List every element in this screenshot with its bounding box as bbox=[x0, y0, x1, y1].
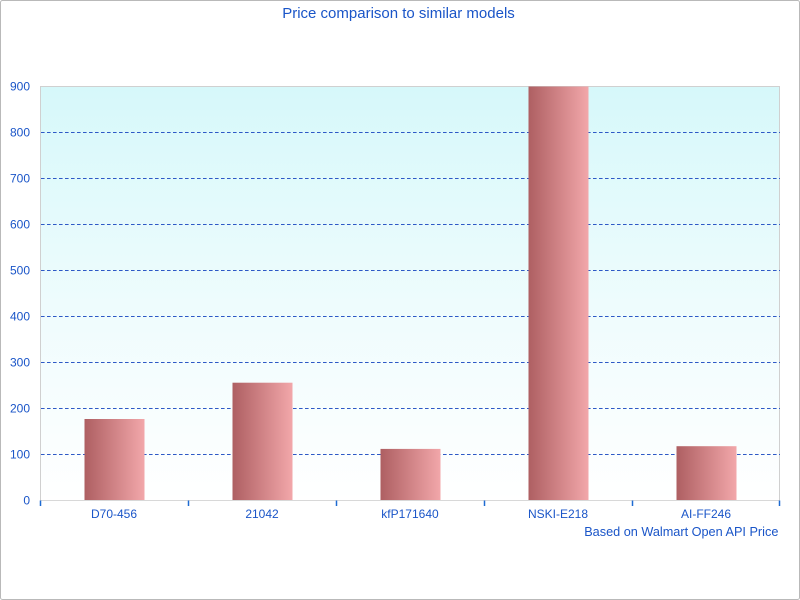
svg-text:NSKI-E218: NSKI-E218 bbox=[528, 507, 588, 521]
svg-text:0: 0 bbox=[23, 494, 30, 508]
svg-text:Based on Walmart Open API Pric: Based on Walmart Open API Price bbox=[584, 525, 778, 539]
svg-text:Price comparison to similar mo: Price comparison to similar models bbox=[282, 5, 515, 22]
svg-text:700: 700 bbox=[10, 172, 30, 186]
svg-text:D70-456: D70-456 bbox=[91, 507, 137, 521]
svg-text:200: 200 bbox=[10, 402, 30, 416]
svg-text:500: 500 bbox=[10, 264, 30, 278]
svg-text:400: 400 bbox=[10, 310, 30, 324]
svg-text:300: 300 bbox=[10, 356, 30, 370]
svg-text:600: 600 bbox=[10, 218, 30, 232]
svg-text:21042: 21042 bbox=[245, 507, 279, 521]
svg-text:kfP171640: kfP171640 bbox=[381, 507, 439, 521]
svg-text:100: 100 bbox=[10, 448, 30, 462]
svg-text:900: 900 bbox=[10, 80, 30, 94]
svg-text:AI-FF246: AI-FF246 bbox=[681, 507, 731, 521]
svg-text:800: 800 bbox=[10, 126, 30, 140]
